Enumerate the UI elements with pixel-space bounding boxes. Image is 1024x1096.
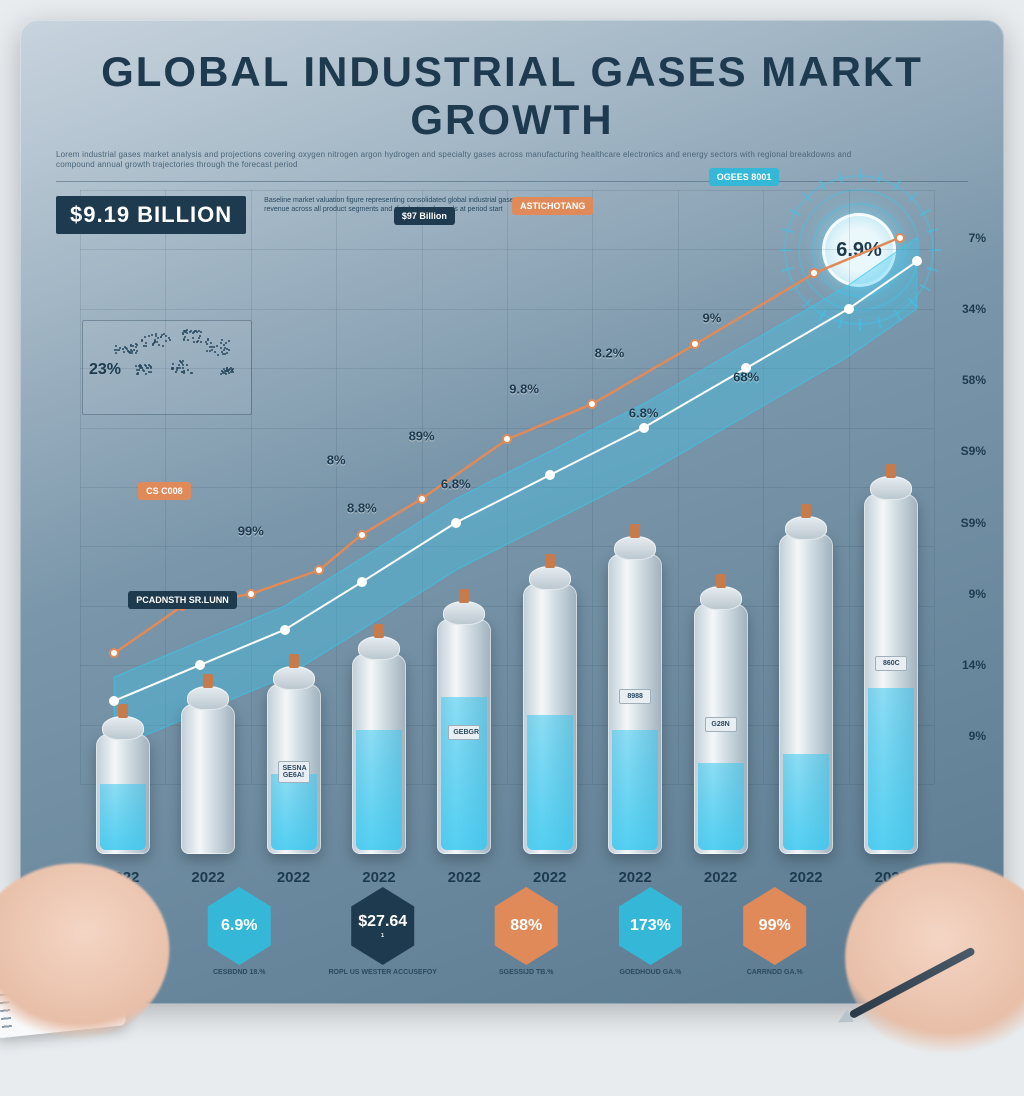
year-label: 2022 xyxy=(507,869,592,886)
pct-label: 9% xyxy=(703,310,722,325)
chart-point xyxy=(502,434,512,444)
y-axis-tick: S9% xyxy=(961,444,986,458)
gas-cylinder-icon: 8988 xyxy=(608,554,662,854)
chart-point xyxy=(639,423,649,433)
cylinder-slot xyxy=(336,654,421,854)
badge-value: 99% xyxy=(759,917,791,935)
world-map-inset: 23% xyxy=(82,320,252,415)
y-axis-tick: 58% xyxy=(962,373,986,387)
gas-cylinder-icon: GEBGR xyxy=(437,619,491,854)
y-axis-tick: 7% xyxy=(969,231,986,245)
badge-sublabel: CARRNDD GA.% xyxy=(747,969,803,976)
pct-label: 9.8% xyxy=(509,381,539,396)
callout-label: $97 Billion xyxy=(394,207,455,225)
infographic-board: GLOBAL INDUSTRIAL GASES MARKT GROWTH Lor… xyxy=(20,20,1004,1004)
gas-cylinder-icon xyxy=(96,734,150,854)
y-axis-tick: S9% xyxy=(961,516,986,530)
badge-value: $27.64 xyxy=(358,913,407,931)
pct-label: 6.8% xyxy=(629,405,659,420)
stat-badge: 173% GOEDHOUD GA.% xyxy=(615,887,685,976)
y-axis-tick: 14% xyxy=(962,658,986,672)
gas-cylinder-icon: G28N xyxy=(694,604,748,854)
y-axis-tick: 34% xyxy=(962,302,986,316)
stat-badge: 88% SGESSIJD TB.% xyxy=(491,887,561,976)
x-axis-years: 2022202220222022202220222022202220222022 xyxy=(80,869,934,886)
year-label: 2022 xyxy=(422,869,507,886)
cylinder-slot xyxy=(165,704,250,854)
gas-cylinder-icon xyxy=(181,704,235,854)
pct-label: 89% xyxy=(409,429,435,444)
badge-value: 88% xyxy=(510,917,542,935)
cylinder-slot: GEBGR xyxy=(422,619,507,854)
year-label: 2022 xyxy=(251,869,336,886)
cylinder-slot xyxy=(763,534,848,854)
pct-label: 68% xyxy=(733,369,759,384)
stat-badge: 99% CARRNDD GA.% xyxy=(740,887,810,976)
y-axis-tick: 9% xyxy=(969,729,986,743)
chart-point xyxy=(809,268,819,278)
stat-badge: $27.641ROPL US WESTER ACCUSEFOY xyxy=(328,887,437,976)
badge-value: 173% xyxy=(630,917,671,935)
badge-value: 6.9% xyxy=(221,917,257,935)
pct-label: 8% xyxy=(327,453,346,468)
y-axis-tick: 9% xyxy=(969,587,986,601)
stat-badge: 6.9% CESBDND 18.% xyxy=(204,887,274,976)
gas-cylinder-icon xyxy=(779,534,833,854)
badge-sublabel: SGESSIJD TB.% xyxy=(499,969,553,976)
cylinder-slot xyxy=(507,584,592,854)
badge-sublabel: ROPL US WESTER ACCUSEFOY xyxy=(328,969,437,976)
badge-row: 8.8%CAEDND 60.%6.9%CESBDND 18.%$27.641RO… xyxy=(80,887,934,976)
cylinder-slot: G28N xyxy=(678,604,763,854)
badge-sublabel: GOEDHOUD GA.% xyxy=(620,969,682,976)
cylinder-slot xyxy=(80,734,165,854)
chart-point xyxy=(912,256,922,266)
callout-label: OGEES 8001 xyxy=(709,168,780,186)
main-title: GLOBAL INDUSTRIAL GASES MARKT GROWTH xyxy=(56,48,968,144)
year-label: 2022 xyxy=(336,869,421,886)
year-label: 2022 xyxy=(678,869,763,886)
gas-cylinder-icon xyxy=(523,584,577,854)
cylinder-slot: SESNA GE6A! xyxy=(251,684,336,854)
cylinder-slot: 8988 xyxy=(592,554,677,854)
year-label: 2022 xyxy=(165,869,250,886)
year-label: 2022 xyxy=(592,869,677,886)
pct-label: 8.2% xyxy=(595,346,625,361)
gas-cylinder-icon xyxy=(352,654,406,854)
chart-point xyxy=(690,339,700,349)
callout-label: ASTICHOTANG xyxy=(512,197,593,215)
gas-cylinder-icon: 860C xyxy=(864,494,918,854)
gas-cylinder-icon: SESNA GE6A! xyxy=(267,684,321,854)
chart-point xyxy=(895,233,905,243)
chart-point xyxy=(587,399,597,409)
badge-sublabel: CESBDND 18.% xyxy=(213,969,266,976)
chart-point xyxy=(844,304,854,314)
year-label: 2022 xyxy=(763,869,848,886)
cylinder-row: SESNA GE6A! GEBGR 8988 G28N 860C xyxy=(80,474,934,854)
cylinder-slot: 860C xyxy=(849,494,934,854)
